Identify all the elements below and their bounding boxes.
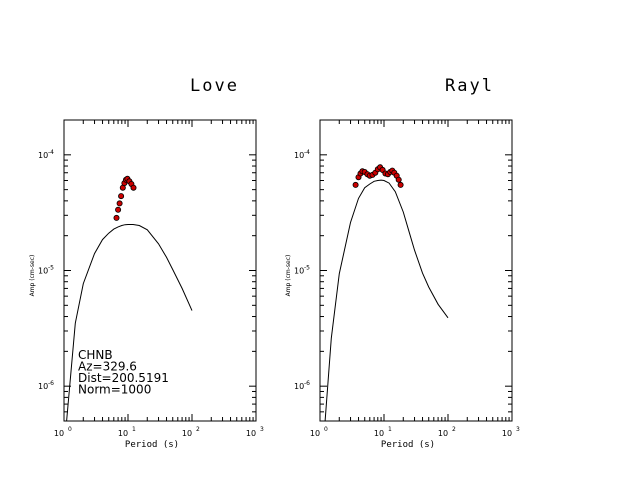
x-tick-exponent: 3 [516,426,520,433]
y-tick-label: 10 [38,382,48,391]
x-tick-label: 10 [502,429,512,438]
data-point [397,181,404,188]
y-tick-exponent: -6 [304,380,310,387]
station-annotation: CHNB [78,348,113,362]
x-tick-exponent: 2 [452,426,456,433]
x-tick-exponent: 1 [132,426,136,433]
x-tick-label: 10 [438,429,448,438]
x-tick-label: 10 [310,429,320,438]
panel-title: Love [190,76,239,96]
y-tick-label: 10 [294,382,304,391]
x-tick-label: 10 [54,429,64,438]
x-tick-label: 10 [246,429,256,438]
x-tick-exponent: 1 [388,426,392,433]
panel-title: Rayl [445,76,494,96]
y-axis-label: Amp (cm-sec) [29,255,36,297]
y-tick-exponent: -4 [304,149,310,156]
data-point [130,184,137,191]
y-axis-label: Amp (cm-sec) [285,255,292,297]
y-tick-exponent: -5 [304,265,310,272]
x-tick-exponent: 0 [324,426,328,433]
data-point [115,206,122,213]
y-tick-label: 10 [38,267,48,276]
x-tick-exponent: 2 [196,426,200,433]
x-tick-exponent: 3 [260,426,264,433]
x-axis-label: Period (s) [381,440,435,450]
y-tick-exponent: -4 [48,149,54,156]
data-point [113,214,120,221]
y-tick-exponent: -5 [48,265,54,272]
data-point [352,181,359,188]
station-annotation: Norm=1000 [78,383,151,397]
model-curve [66,224,193,422]
y-tick-label: 10 [38,151,48,160]
y-tick-exponent: -6 [48,380,54,387]
x-tick-label: 10 [182,429,192,438]
data-point [116,200,123,207]
station-annotation: Az=329.6 [78,360,137,374]
plot-frame [319,119,513,422]
x-tick-label: 10 [118,429,128,438]
y-tick-label: 10 [294,151,304,160]
x-axis-label: Period (s) [125,440,179,450]
x-tick-label: 10 [374,429,384,438]
data-point [118,193,125,200]
y-tick-label: 10 [294,267,304,276]
data-point [395,176,402,183]
x-tick-exponent: 0 [68,426,72,433]
model-curve [324,179,449,422]
station-annotation: Dist=200.5191 [78,371,169,385]
